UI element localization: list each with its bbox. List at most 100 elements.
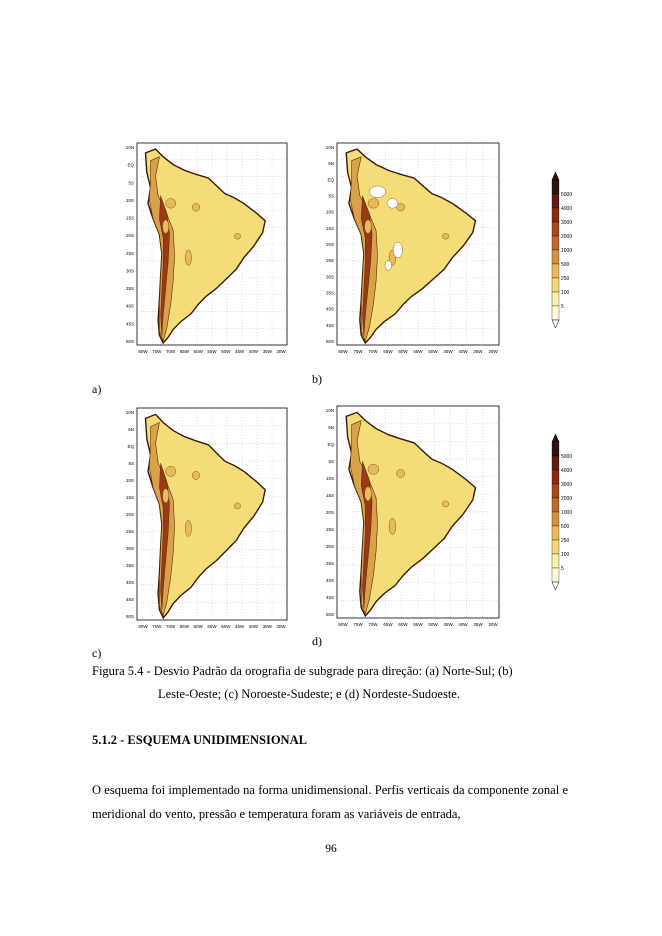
lat-tick-label: 40S bbox=[326, 307, 334, 312]
lat-tick-label: 25S bbox=[326, 527, 334, 532]
lat-tick-label: 10N bbox=[126, 410, 134, 415]
lat-tick-label: EQ bbox=[327, 442, 334, 447]
lon-tick-label: 70W bbox=[166, 349, 176, 354]
colorbar-swatch bbox=[551, 235, 560, 251]
lon-tick-label: 40W bbox=[249, 349, 259, 354]
lat-tick-label: 30S bbox=[326, 544, 334, 549]
colorbar-top: 5000 4000 3000 2000 1000 500 250 100 5 bbox=[549, 170, 585, 335]
lat-tick-label: 20S bbox=[126, 233, 134, 238]
colorbar-swatch bbox=[551, 249, 560, 265]
colorbar-level-label: 5000 bbox=[561, 454, 572, 460]
contour-patch bbox=[191, 203, 200, 212]
lon-tick-label: 50W bbox=[428, 349, 438, 354]
lat-tick-label: 15S bbox=[326, 226, 334, 231]
lon-tick-label: 60W bbox=[194, 349, 204, 354]
contour-patch bbox=[162, 488, 170, 504]
colorbar-bottom-arrow bbox=[551, 581, 560, 591]
lat-tick-label: 15S bbox=[326, 493, 334, 498]
contour-patch bbox=[441, 233, 450, 240]
lat-tick-label: 5S bbox=[328, 459, 334, 464]
colorbar-level-label: 100 bbox=[561, 290, 570, 296]
section-heading: 5.1.2 - ESQUEMA UNIDIMENSIONAL bbox=[92, 733, 307, 747]
lon-tick-label: 35W bbox=[263, 624, 273, 629]
low-value-area bbox=[386, 198, 399, 209]
lat-tick-label: 50S bbox=[326, 339, 334, 344]
colorbar-swatch bbox=[551, 539, 560, 555]
colorbar-swatch bbox=[551, 221, 560, 237]
colorbar-level-label: 3000 bbox=[561, 482, 572, 488]
lon-tick-label: 55W bbox=[413, 622, 423, 627]
lon-tick-label: 80W bbox=[338, 622, 348, 627]
lon-tick-label: 55W bbox=[207, 349, 217, 354]
south-america-map-a: 10N EQ 5S 10S 15S 20S 25S 30S 35S 40S 45S 50S 80W 75W… bbox=[126, 142, 288, 354]
contour-patch bbox=[396, 203, 405, 212]
lon-tick-label: 35W bbox=[473, 622, 483, 627]
lat-tick-label: 45S bbox=[126, 597, 134, 602]
lon-tick-label: 30W bbox=[276, 349, 286, 354]
colorbar-top-arrow bbox=[551, 171, 560, 181]
colorbar-swatch bbox=[551, 291, 560, 307]
lat-tick-label: 45S bbox=[326, 323, 334, 328]
colorbar-level-label: 100 bbox=[561, 552, 570, 558]
lat-tick-label: 50S bbox=[126, 339, 134, 344]
lat-tick-label: 30S bbox=[126, 268, 134, 273]
lon-tick-label: 40W bbox=[458, 622, 468, 627]
lon-tick-label: 70W bbox=[368, 349, 378, 354]
lat-tick-label: 50S bbox=[126, 614, 134, 619]
colorbar-bottom: 5000 4000 3000 2000 1000 500 250 100 5 bbox=[549, 432, 585, 597]
colorbar-level-label: 5000 bbox=[561, 192, 572, 198]
lon-tick-label: 75W bbox=[152, 624, 162, 629]
caption-line-2: Leste-Oeste; (c) Noroeste-Sudeste; e (d)… bbox=[158, 687, 460, 701]
colorbar-level-label: 2000 bbox=[561, 496, 572, 502]
lon-tick-label: 60W bbox=[194, 624, 204, 629]
colorbar-level-label: 1000 bbox=[561, 248, 572, 254]
body-paragraph: O esquema foi implementado na forma unid… bbox=[92, 783, 568, 821]
contour-patch bbox=[165, 466, 176, 477]
contour-patch bbox=[162, 219, 170, 234]
lat-tick-label: 15S bbox=[126, 495, 134, 500]
figure-caption: Figura 5.4 - Desvio Padrão da orografia … bbox=[92, 660, 572, 706]
lat-tick-label: 30S bbox=[326, 274, 334, 279]
lat-tick-label: 30S bbox=[126, 546, 134, 551]
lat-tick-label: 10S bbox=[326, 210, 334, 215]
colorbar-swatch bbox=[551, 497, 560, 513]
colorbar-level-label: 3000 bbox=[561, 220, 572, 226]
andes-region bbox=[148, 156, 175, 342]
lat-tick-label: 25S bbox=[326, 258, 334, 263]
lat-tick-label: 40S bbox=[126, 304, 134, 309]
lat-tick-label: 5S bbox=[128, 461, 134, 466]
colorbar-swatch bbox=[551, 525, 560, 541]
south-america-map-d: 10N 5N EQ 5S 10S 15S 20S 25S 30S 35S 40S 45S 50S 80W 7… bbox=[326, 405, 500, 627]
colorbar-swatch bbox=[551, 455, 560, 471]
lon-tick-label: 50W bbox=[221, 624, 231, 629]
colorbar-swatch bbox=[551, 441, 560, 457]
contour-patch bbox=[165, 198, 176, 209]
lon-tick-label: 80W bbox=[338, 349, 348, 354]
lat-tick-label: 10S bbox=[326, 476, 334, 481]
lat-tick-label: 15S bbox=[126, 216, 134, 221]
contour-patch bbox=[367, 198, 380, 209]
panel-label-a: a) bbox=[92, 382, 102, 396]
colorbar-swatch bbox=[551, 263, 560, 279]
colorbar-level-label: 250 bbox=[561, 276, 570, 282]
lat-tick-label: 35S bbox=[326, 291, 334, 296]
colorbar-swatch bbox=[551, 553, 560, 569]
colorbar-swatch bbox=[551, 305, 560, 321]
colorbar-swatch bbox=[551, 207, 560, 223]
low-value-area bbox=[392, 241, 403, 258]
lon-tick-label: 35W bbox=[263, 349, 273, 354]
lon-tick-label: 70W bbox=[166, 624, 176, 629]
low-value-area bbox=[384, 260, 392, 271]
colorbar-level-label: 250 bbox=[561, 538, 570, 544]
lat-tick-label: 5S bbox=[128, 180, 134, 185]
colorbar-bottom-arrow bbox=[551, 319, 560, 329]
lat-tick-label: EQ bbox=[127, 163, 134, 168]
lat-tick-label: 45S bbox=[326, 595, 334, 600]
contour-patch bbox=[364, 219, 372, 234]
panel-label-d: d) bbox=[312, 634, 322, 648]
lon-tick-label: 40W bbox=[249, 624, 259, 629]
map-panel-c: 10N 5N EQ 5S 10S 15S 20S 25S 30S 35S 40S 45S 50S 80W 7… bbox=[115, 402, 295, 636]
contour-patch bbox=[234, 233, 241, 240]
contour-patch bbox=[191, 471, 200, 480]
andes-region bbox=[349, 420, 378, 615]
